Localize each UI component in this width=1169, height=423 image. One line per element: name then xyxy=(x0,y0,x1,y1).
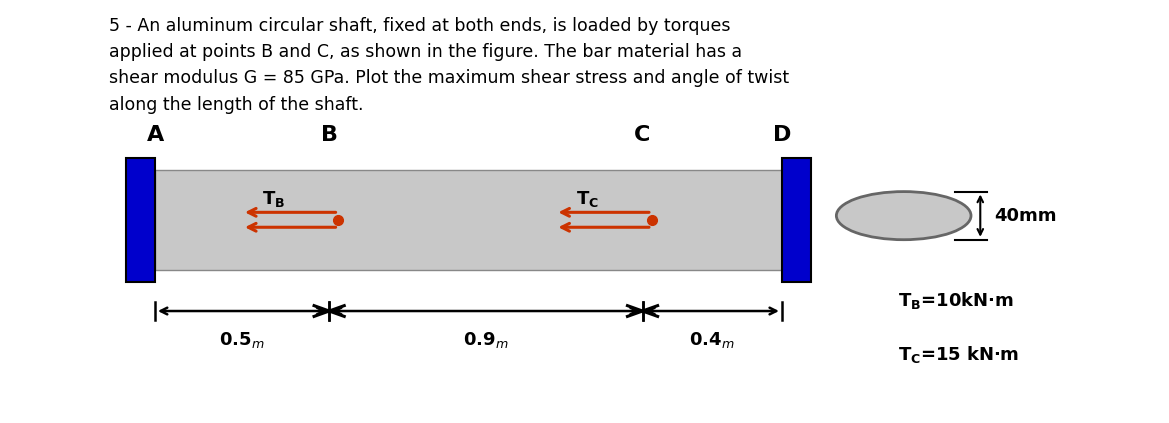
Bar xyxy=(155,170,782,269)
Text: D: D xyxy=(773,125,791,145)
Text: B: B xyxy=(320,125,338,145)
Bar xyxy=(782,158,811,282)
Circle shape xyxy=(836,192,971,240)
Text: 0.4$_m$: 0.4$_m$ xyxy=(690,330,735,350)
Text: $\mathbf{T_C}$: $\mathbf{T_C}$ xyxy=(576,190,599,209)
Bar xyxy=(126,158,155,282)
Text: $\mathbf{T_B}$=10kN·m: $\mathbf{T_B}$=10kN·m xyxy=(898,290,1014,311)
Text: 0.5$_m$: 0.5$_m$ xyxy=(220,330,265,350)
Text: 40mm: 40mm xyxy=(994,207,1057,225)
Text: 0.9$_m$: 0.9$_m$ xyxy=(463,330,509,350)
Text: 5 - An aluminum circular shaft, fixed at both ends, is loaded by torques
applied: 5 - An aluminum circular shaft, fixed at… xyxy=(109,16,789,114)
Text: A: A xyxy=(146,125,164,145)
Text: $\mathbf{T_B}$: $\mathbf{T_B}$ xyxy=(263,190,285,209)
Text: $\mathbf{T_C}$=15 kN·m: $\mathbf{T_C}$=15 kN·m xyxy=(898,344,1019,365)
Text: C: C xyxy=(635,125,651,145)
